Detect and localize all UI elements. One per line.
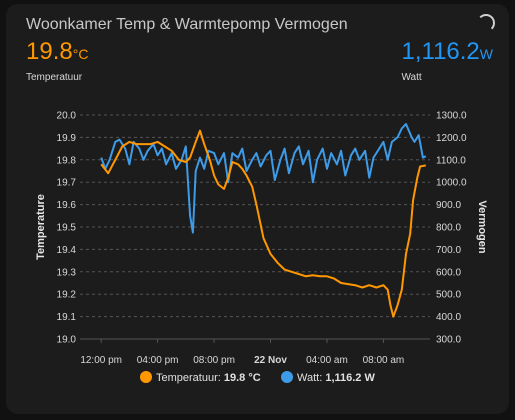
x-tick-label: 04:00 pm: [137, 355, 179, 366]
temperature-line: [100, 129, 426, 318]
spinner-icon: [477, 14, 495, 32]
power-value: 1,116.2: [401, 38, 480, 65]
temperature-label: Temperatuur: [26, 72, 83, 83]
legend-temperature-label: Temperatuur:: [156, 372, 224, 384]
y-tick-label-left: 19.2: [57, 290, 77, 301]
history-card: Woonkamer Temp & Warmtepomp Vermogen 19.…: [6, 4, 509, 414]
y-tick-label-left: 19.3: [57, 267, 77, 278]
x-tick-label: 22 Nov: [254, 355, 287, 366]
legend-power-label: Watt:: [297, 372, 325, 384]
y-tick-label-left: 19.9: [57, 133, 77, 144]
y-tick-label-right: 600.0: [436, 267, 461, 278]
y-tick-label-right: 700.0: [436, 245, 461, 256]
y-tick-label-right: 1300.0: [436, 111, 467, 122]
y-tick-label-right: 500.0: [436, 290, 461, 301]
y-tick-label-right: 1100.0: [436, 155, 466, 166]
x-tick-label: 08:00 am: [363, 355, 405, 366]
y-tick-label-left: 19.5: [57, 223, 77, 234]
legend-power-dot: [281, 371, 293, 383]
y-axis-title-left: Temperature: [35, 194, 47, 260]
y-tick-label-left: 19.7: [57, 178, 77, 189]
y-tick-label-left: 19.6: [57, 200, 77, 211]
y-tick-label-left: 19.4: [57, 245, 77, 256]
legend-temperature-dot: [140, 371, 152, 383]
x-tick-label: 08:00 pm: [193, 355, 235, 366]
power-line: [100, 123, 427, 234]
legend-temperature-text[interactable]: Temperatuur: 19.8 °C: [156, 372, 261, 384]
y-tick-label-right: 1000.0: [436, 178, 467, 189]
legend-power-text[interactable]: Watt: 1,116.2 W: [297, 372, 375, 384]
power-unit: W: [479, 46, 493, 62]
y-tick-label-right: 300.0: [436, 335, 461, 346]
y-tick-label-left: 19.1: [57, 312, 77, 323]
legend-power-value: 1,116.2 W: [325, 372, 375, 384]
legend-temperature-value: 19.8 °C: [224, 372, 261, 384]
y-tick-label-right: 400.0: [436, 312, 461, 323]
y-tick-label-right: 900.0: [436, 200, 461, 211]
temperature-value: 19.8: [26, 38, 73, 65]
y-axis-title-right: Vermogen: [476, 200, 488, 253]
power-state[interactable]: 1,116.2W Watt: [401, 38, 493, 83]
card-title: Woonkamer Temp & Warmtepomp Vermogen: [26, 16, 348, 33]
y-tick-label-left: 19.8: [57, 155, 77, 166]
temperature-unit: °C: [72, 46, 89, 62]
temperature-state[interactable]: 19.8°C Temperatuur: [26, 38, 88, 83]
power-label: Watt: [401, 72, 422, 83]
y-tick-label-right: 800.0: [436, 223, 461, 234]
y-tick-label-left: 20.0: [57, 111, 77, 122]
y-tick-label-right: 1200.0: [436, 133, 467, 144]
x-tick-label: 12:00 pm: [80, 355, 122, 366]
x-tick-label: 04:00 am: [306, 355, 348, 366]
y-tick-label-left: 19.0: [57, 335, 77, 346]
